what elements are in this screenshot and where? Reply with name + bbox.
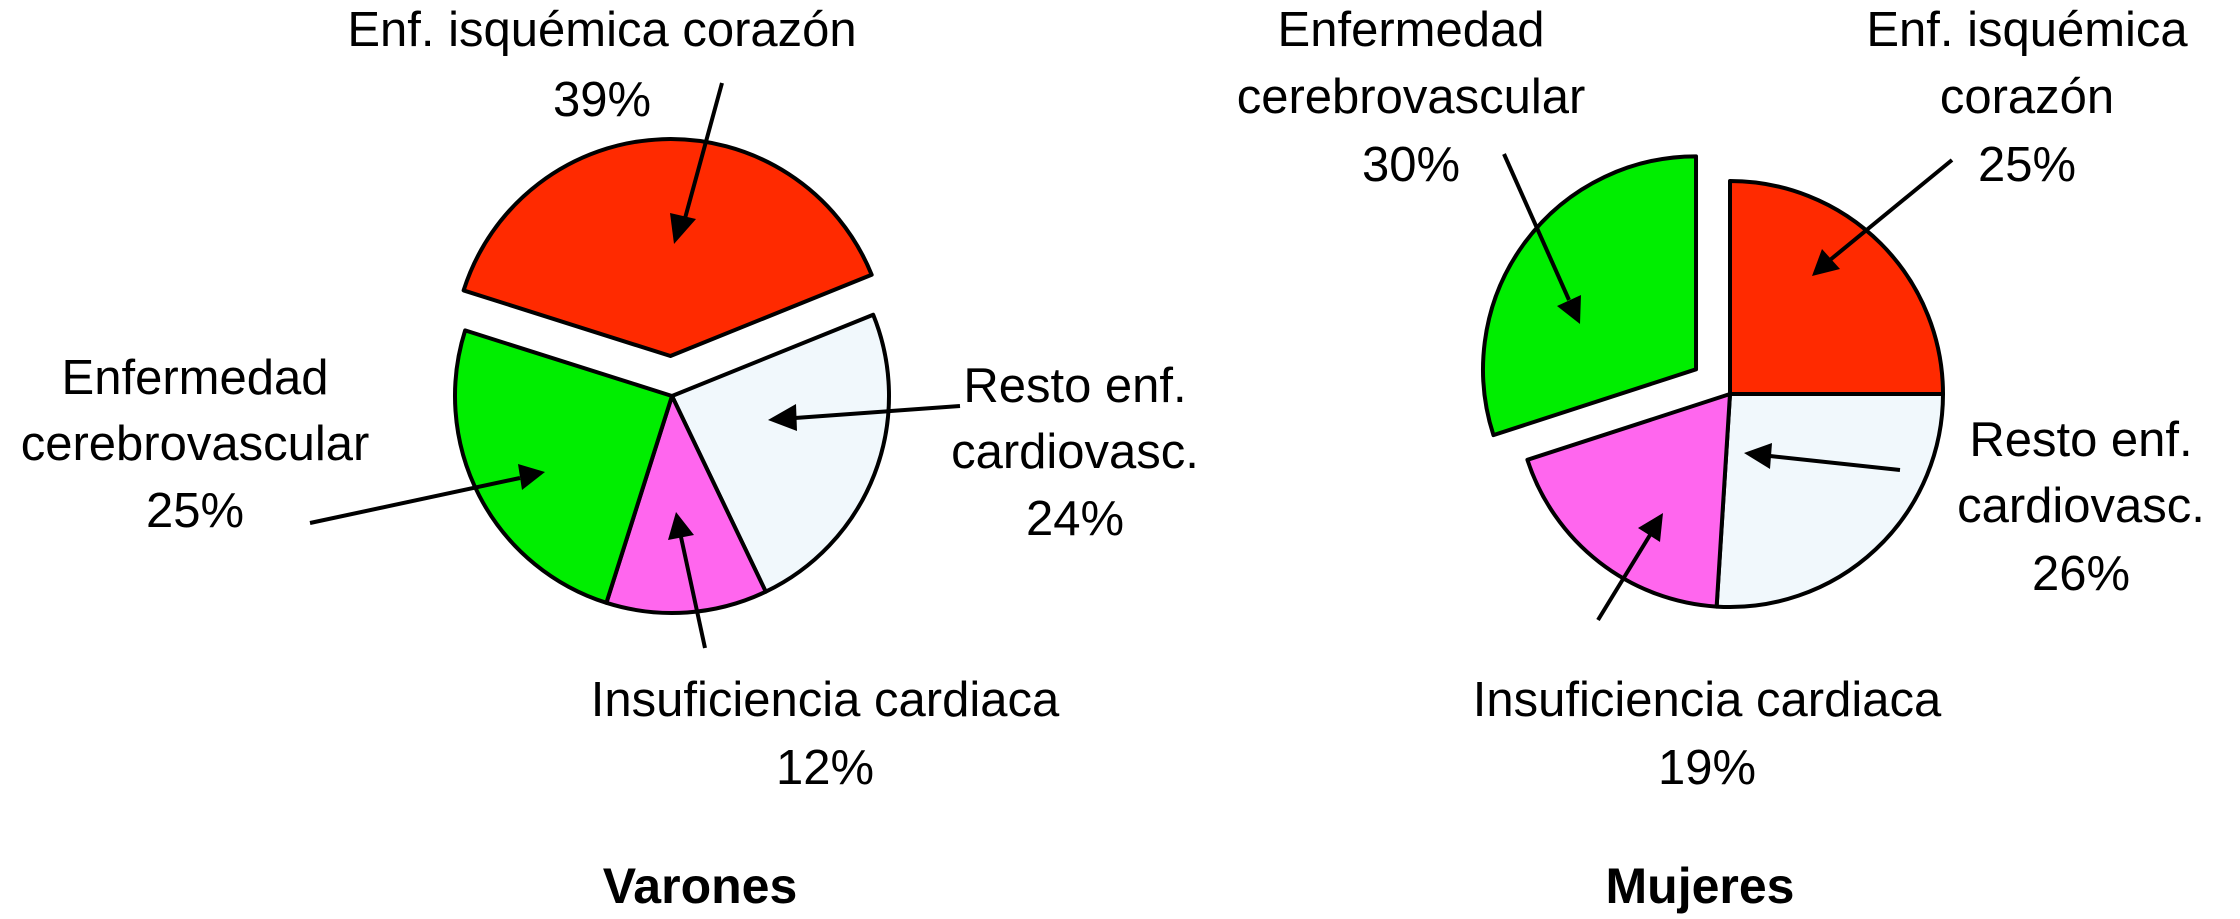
pie-slice-varones-insuficiencia-cardiaca <box>604 394 768 615</box>
arrow-isquemica-varones <box>682 82 724 223</box>
label-mujeres-isquemica-2: corazón <box>1940 70 2114 124</box>
label-varones-cerebro-1: Enfermedad <box>62 351 329 405</box>
arrowhead-isquemica-varones <box>670 213 696 244</box>
pie-slice-mujeres-enfermedad-cerebrovascular <box>1481 154 1699 438</box>
label-mujeres-insuf: Insuficiencia cardiaca <box>1473 673 1942 727</box>
pie-slice-mujeres-insuficiencia-cardiaca <box>1525 392 1732 609</box>
label-mujeres-isquemica-1: Enf. isquémica <box>1866 3 2188 57</box>
label-varones-isquemica: Enf. isquémica corazón <box>347 3 856 57</box>
pie-slice-mujeres-enf-isquemica-corazon <box>1728 179 1945 396</box>
pie-slice-mujeres-resto-enf-cardiovasc <box>1714 392 1945 609</box>
arrow-isquemica-mujeres <box>1828 158 1954 262</box>
label-varones-cerebro-2: cerebrovascular <box>21 417 370 471</box>
label-mujeres-cerebro-2: cerebrovascular <box>1237 70 1586 124</box>
pie-slice-varones-resto-enf-cardiovasc <box>670 312 891 594</box>
label-mujeres-cerebro-1: Enfermedad <box>1278 3 1545 57</box>
value-varones-cerebro: 25% <box>146 484 244 538</box>
arrow-cerebro-mujeres <box>1502 153 1571 301</box>
pie-slice-varones-enfermedad-cerebrovascular <box>453 328 674 605</box>
pie-varones <box>453 137 891 615</box>
value-varones-isquemica: 39% <box>553 73 651 127</box>
arrowhead-cerebro-mujeres <box>1557 295 1581 324</box>
arrowhead-insuf-mujeres <box>1638 513 1663 542</box>
label-mujeres-resto-2: cardiovasc. <box>1957 479 2205 533</box>
arrows-mujeres <box>1502 153 1954 622</box>
arrowhead-resto-mujeres <box>1744 443 1772 469</box>
value-mujeres-isquemica: 25% <box>1978 138 2076 192</box>
arrowhead-insuf-varones <box>668 512 694 540</box>
arrowhead-isquemica-mujeres <box>1812 249 1840 276</box>
value-mujeres-insuf: 19% <box>1658 741 1756 795</box>
label-varones-resto-2: cardiovasc. <box>951 425 1199 479</box>
label-varones-resto-1: Resto enf. <box>963 359 1186 413</box>
value-varones-resto: 24% <box>1026 492 1124 546</box>
arrowhead-cerebro-varones <box>518 464 545 490</box>
arrow-resto-varones <box>794 404 961 420</box>
arrows-varones <box>309 82 961 649</box>
caption-varones: Varones <box>603 858 798 914</box>
pie-mujeres <box>1481 154 1945 609</box>
value-varones-insuf: 12% <box>776 741 874 795</box>
pie-slice-varones-enf-isquemica-corazon <box>461 137 874 359</box>
label-mujeres-resto-1: Resto enf. <box>1969 413 2192 467</box>
value-mujeres-cerebro: 30% <box>1362 138 1460 192</box>
arrow-cerebro-varones <box>309 476 521 525</box>
arrowhead-resto-varones <box>768 404 797 431</box>
arrow-insuf-mujeres <box>1596 533 1652 622</box>
arrow-insuf-varones <box>679 536 707 649</box>
caption-mujeres: Mujeres <box>1606 858 1795 914</box>
value-mujeres-resto: 26% <box>2032 547 2130 601</box>
arrow-resto-mujeres <box>1769 454 1901 472</box>
label-varones-insuf: Insuficiencia cardiaca <box>591 673 1060 727</box>
